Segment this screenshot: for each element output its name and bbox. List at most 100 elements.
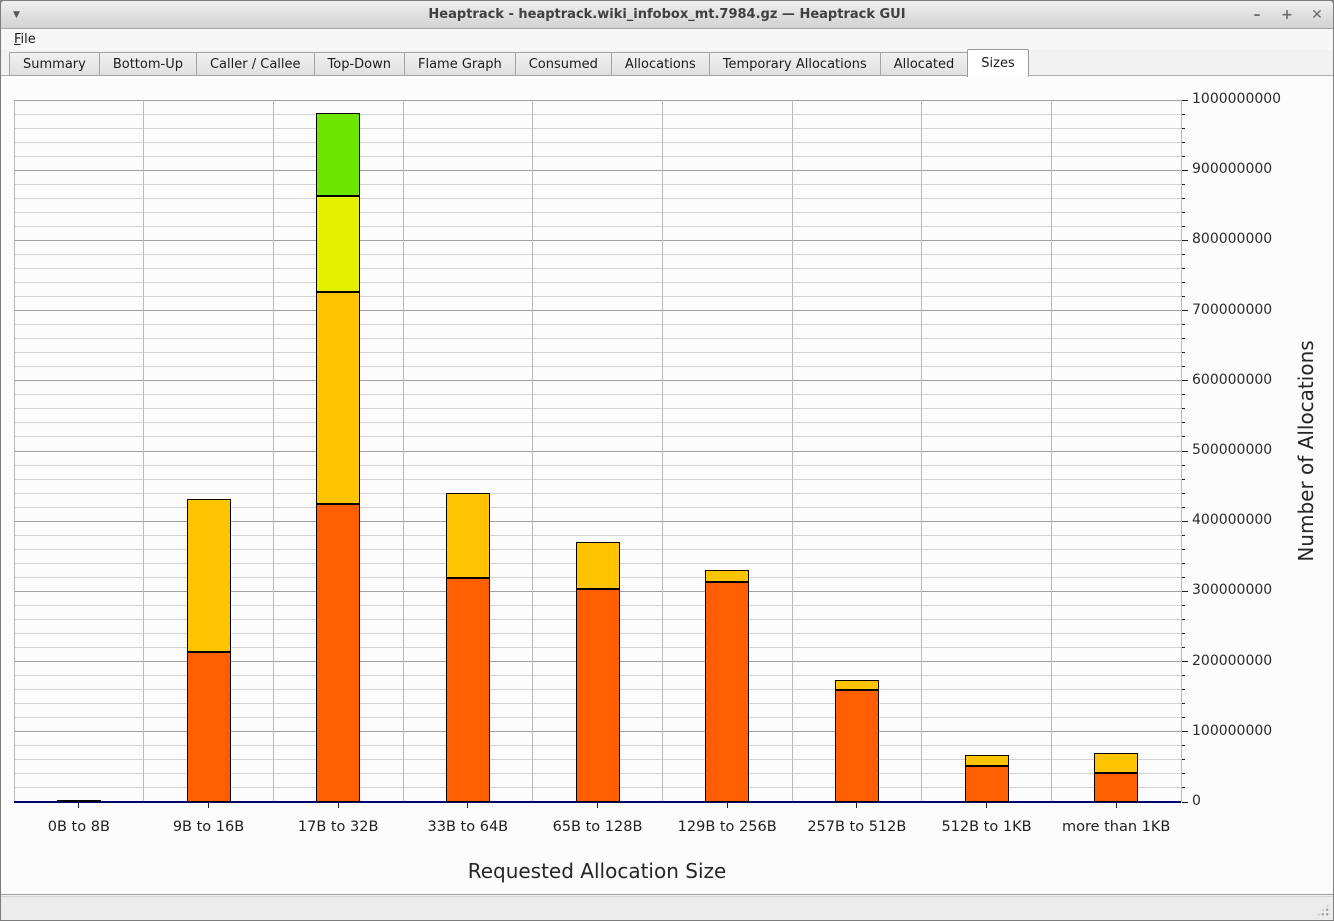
y-axis-tick [1182,183,1185,185]
x-axis-title: Requested Allocation Size [467,859,727,883]
minor-gridline [14,394,1181,396]
minor-gridline [14,183,1181,185]
y-axis-tick [1182,787,1185,789]
bar-segment-17b-to-32b[interactable] [316,196,361,293]
y-axis-tick [1182,211,1185,213]
y-axis-tick [1182,633,1185,635]
minor-gridline [14,225,1181,227]
menu-bar: File [1,29,1333,50]
minor-gridline [14,436,1181,438]
y-axis-tick [1182,408,1185,410]
y-axis-tick [1182,647,1185,649]
minor-gridline [14,478,1181,480]
y-axis-tick [1182,548,1185,550]
close-icon[interactable]: ✕ [1311,7,1323,23]
bar-segment-65b-to-128b[interactable] [575,588,620,802]
y-tick-label: 300000000 [1192,582,1273,599]
bar-segment-257b-to-512b[interactable] [834,679,879,690]
x-axis-tick [726,803,728,808]
y-axis-tick [1182,703,1185,705]
category-gridline [1050,100,1052,802]
sizes-histogram-chart: Requested Allocation Size Number of Allo… [1,76,1333,895]
bar-segment-129b-to-256b[interactable] [705,582,750,802]
title-bar[interactable]: ▼ Heaptrack - heaptrack.wiki_infobox_mt.… [1,1,1333,29]
x-tick-label: more than 1KB [1061,819,1171,835]
minor-gridline [14,211,1181,213]
y-tick-label: 700000000 [1192,301,1273,318]
tab-consumed[interactable]: Consumed [514,52,612,76]
bar-segment-33b-to-64b[interactable] [445,493,490,579]
tab-flame-graph[interactable]: Flame Graph [403,52,516,76]
y-axis-tick [1182,296,1185,298]
tab-sizes[interactable]: Sizes [967,49,1029,77]
category-gridline [272,100,274,802]
y-axis-tick [1182,310,1188,312]
x-axis-line [14,801,1181,803]
tab-top-down[interactable]: Top-Down [313,52,405,76]
minor-gridline [14,366,1181,368]
y-tick-label: 600000000 [1192,371,1273,388]
x-tick-label: 512B to 1KB [941,819,1032,835]
bar-segment-9b-to-16b[interactable] [186,651,231,802]
category-gridline [532,100,534,802]
bar-segment-512b-to-1kb[interactable] [964,754,1009,767]
y-axis-tick [1182,352,1185,354]
minor-gridline [14,282,1181,284]
window-controls: – + ✕ [1249,1,1325,29]
bar-segment-33b-to-64b[interactable] [445,578,490,802]
y-axis-tick [1182,576,1185,578]
y-axis-tick [1182,127,1185,129]
y-axis-tick [1182,267,1185,269]
bar-segment-more-than-1kb[interactable] [1094,772,1139,802]
bar-segment-more-than-1kb[interactable] [1094,752,1139,773]
x-axis-tick [467,803,469,808]
y-tick-label: 500000000 [1192,442,1273,458]
bar-segment-129b-to-256b[interactable] [705,569,750,583]
tab-temporary-allocations[interactable]: Temporary Allocations [708,52,881,76]
window-menu-icon[interactable]: ▼ [13,10,20,20]
y-axis-tick [1182,464,1185,466]
major-gridline [14,310,1181,312]
bar-segment-9b-to-16b[interactable] [186,499,231,652]
tab-caller-callee[interactable]: Caller / Callee [195,52,315,76]
y-axis-tick [1182,99,1188,101]
minor-gridline [14,534,1181,536]
y-tick-label: 800000000 [1192,231,1273,248]
y-axis-tick [1182,562,1185,564]
x-axis-tick [856,803,858,808]
minor-gridline [14,352,1181,354]
major-gridline [14,239,1181,241]
y-axis-tick [1182,113,1185,115]
x-tick-label: 129B to 256B [677,819,777,835]
category-gridline [791,100,793,802]
menu-item-file[interactable]: File [14,32,36,47]
tab-allocations[interactable]: Allocations [610,52,710,76]
x-tick-label: 17B to 32B [297,819,379,835]
bar-segment-0b-to-8b[interactable] [56,799,101,802]
bar-segment-17b-to-32b[interactable] [316,503,361,802]
minimize-icon[interactable]: – [1253,7,1261,23]
x-axis-tick [597,803,598,808]
y-tick-label: 1000000000 [1192,91,1282,107]
bar-segment-257b-to-512b[interactable] [834,689,879,802]
tab-allocated[interactable]: Allocated [879,52,969,76]
minor-gridline [14,127,1181,129]
minor-gridline [14,296,1181,298]
tab-bottom-up[interactable]: Bottom-Up [98,52,197,76]
bar-segment-65b-to-128b[interactable] [575,541,620,589]
y-axis-tick [1182,492,1185,494]
major-gridline [14,380,1181,382]
category-gridline [921,100,923,802]
maximize-icon[interactable]: + [1281,7,1293,23]
tab-summary[interactable]: Summary [9,52,100,76]
bar-segment-17b-to-32b[interactable] [316,113,361,197]
category-gridline [143,100,145,802]
bar-segment-17b-to-32b[interactable] [316,292,361,504]
major-gridline [14,520,1181,522]
y-axis-title: Number of Allocations [1294,340,1318,562]
x-axis-tick [337,803,339,808]
minor-gridline [14,338,1181,340]
bar-segment-512b-to-1kb[interactable] [964,766,1009,802]
minor-gridline [14,492,1181,494]
category-gridline [13,100,15,802]
